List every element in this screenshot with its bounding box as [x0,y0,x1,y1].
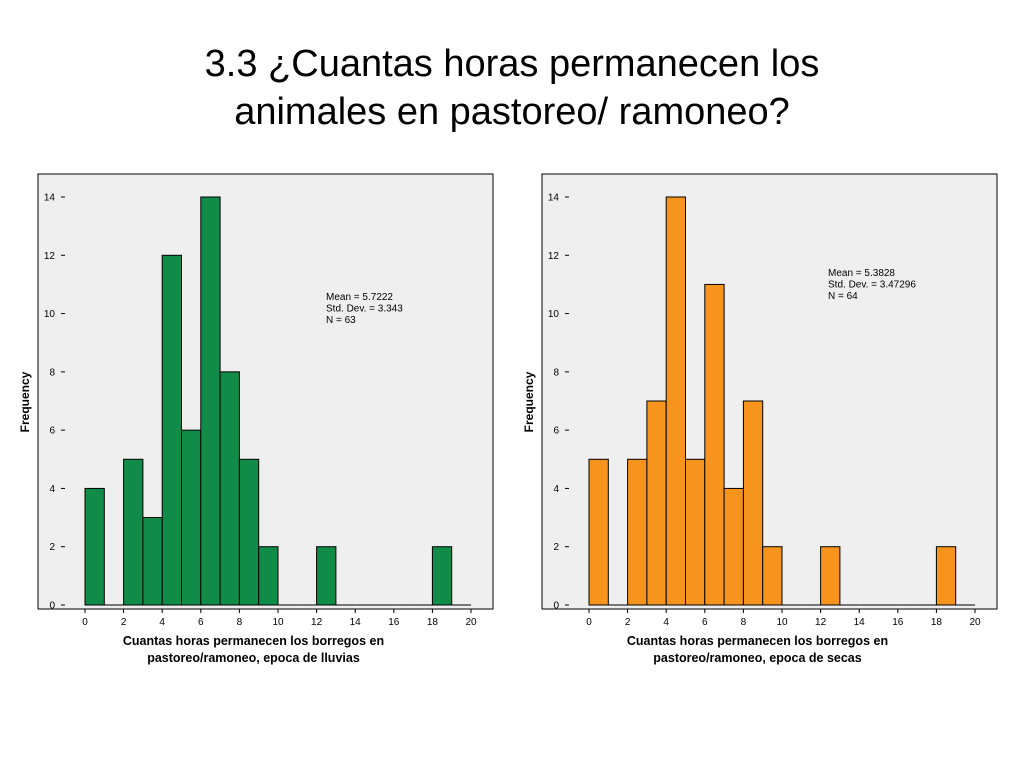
chart-0-y-tick-label: 2 [49,542,55,553]
chart-1-bar [685,458,706,606]
chart-1-x-axis: 0 2 4 6 8 10 12 14 16 18 20 [586,609,981,628]
chart-0-y-tick-label: 0 [49,601,55,612]
chart-0-y-tick-label: 14 [44,193,56,204]
chart-0-stats-line: N = 63 [326,315,356,326]
chart-1-bar [820,546,841,606]
chart-0-x-tick-label: 4 [159,617,165,628]
histogram-secas: 0 2 4 6 8 10 12 14 0 2 4 6 8 10 12 14 16 18 20 Frequency Cua… [522,173,998,665]
chart-1-bar [646,400,667,606]
chart-1-x-tick-label: 4 [663,617,669,628]
chart-1-y-axis-label: Frequency [522,371,536,432]
chart-0-stats-line: Mean = 5.7222 [326,292,393,303]
chart-1-x-tick-label: 20 [969,617,981,628]
chart-0-stats-line: Std. Dev. = 3.343 [326,304,403,315]
chart-0-bar [200,196,221,606]
chart-1-x-tick-label: 14 [854,617,866,628]
chart-0-bar [161,254,182,606]
chart-0-bars [84,196,471,606]
chart-1-bar [665,196,686,606]
chart-0-x-tick-label: 8 [237,617,243,628]
chart-0-bar [142,517,163,606]
chart-0-x-tick-label: 0 [82,617,88,628]
chart-0-bar [181,429,202,606]
chart-0-bar [123,458,144,606]
chart-1-y-tick-label: 0 [553,601,559,612]
chart-1-y-tick-label: 14 [548,193,560,204]
chart-1-y-tick-label: 2 [553,542,559,553]
chart-0-x-tick-label: 16 [388,617,400,628]
chart-0-y-tick-label: 4 [49,484,55,495]
chart-0-x-tick-label: 2 [121,617,127,628]
chart-1-x-tick-label: 12 [815,617,827,628]
chart-1-bars [588,196,975,606]
chart-0-y-tick-label: 6 [49,426,55,437]
chart-1-bar [935,546,957,606]
chart-1-x-tick-label: 16 [892,617,904,628]
chart-0-x-tick-label: 12 [311,617,323,628]
chart-1-x-tick-label: 10 [776,617,788,628]
chart-0-y-tick-label: 12 [44,251,56,262]
chart-1-y-tick-label: 4 [553,484,559,495]
chart-0-x-tick-label: 14 [350,617,362,628]
chart-1-bar [588,458,609,606]
chart-0-bar [258,546,279,606]
chart-0-x-axis-label-line-2: pastoreo/ramoneo, epoca de lluvias [147,651,360,665]
chart-1-x-tick-label: 8 [741,617,747,628]
chart-0-bar [219,371,240,606]
chart-1-x-tick-label: 2 [625,617,631,628]
chart-1-y-tick-label: 6 [553,426,559,437]
chart-0-bar [238,458,260,606]
chart-1-y-tick-label: 10 [548,309,560,320]
chart-1-x-tick-label: 0 [586,617,592,628]
chart-0-bar [431,546,453,606]
chart-0-y-tick-label: 8 [49,367,55,378]
chart-1-stats-line: N = 64 [828,291,858,302]
chart-1-stats-line: Std. Dev. = 3.47296 [828,280,916,291]
chart-0-x-tick-label: 20 [465,617,477,628]
chart-1-y-axis: 0 2 4 6 8 10 12 14 [548,193,569,612]
slide-title: 3.3 ¿Cuantas horas permanecen los animal… [0,40,1024,136]
histogram-lluvias: 0 2 4 6 8 10 12 14 0 2 4 6 8 10 12 14 16 18 20 Frequency Cua… [18,173,494,665]
chart-0-x-tick-label: 18 [427,617,439,628]
chart-0-x-axis-label-line-1: Cuantas horas permanecen los borregos en [123,634,384,648]
chart-1-y-tick-label: 8 [553,367,559,378]
chart-0-x-axis: 0 2 4 6 8 10 12 14 16 18 20 [82,609,477,628]
chart-0-x-tick-label: 10 [272,617,284,628]
chart-1-plot-frame [541,173,998,610]
chart-1-bar [704,283,725,606]
chart-0-y-tick-label: 10 [44,309,56,320]
chart-1-bar [627,458,648,606]
chart-1-stats-line: Mean = 5.3828 [828,268,895,279]
chart-1-bar [762,546,783,606]
chart-1-bar [723,487,744,606]
chart-1-x-axis-label-line-2: pastoreo/ramoneo, epoca de secas [653,651,861,665]
chart-0-bar [316,546,337,606]
chart-1-x-axis-label-line-1: Cuantas horas permanecen los borregos en [627,634,888,648]
chart-1-y-tick-label: 12 [548,251,560,262]
chart-0-plot-frame [37,173,494,610]
slide-title-line-1: 3.3 ¿Cuantas horas permanecen los [204,43,820,85]
chart-0-y-axis: 0 2 4 6 8 10 12 14 [44,193,65,612]
chart-0-y-axis-label: Frequency [18,371,32,432]
chart-1-x-tick-label: 18 [931,617,943,628]
chart-1-bar [742,400,764,606]
slide-title-line-2: animales en pastoreo/ ramoneo? [234,91,790,133]
chart-1-x-tick-label: 6 [702,617,708,628]
chart-0-bar [84,487,105,606]
chart-0-x-tick-label: 6 [198,617,204,628]
